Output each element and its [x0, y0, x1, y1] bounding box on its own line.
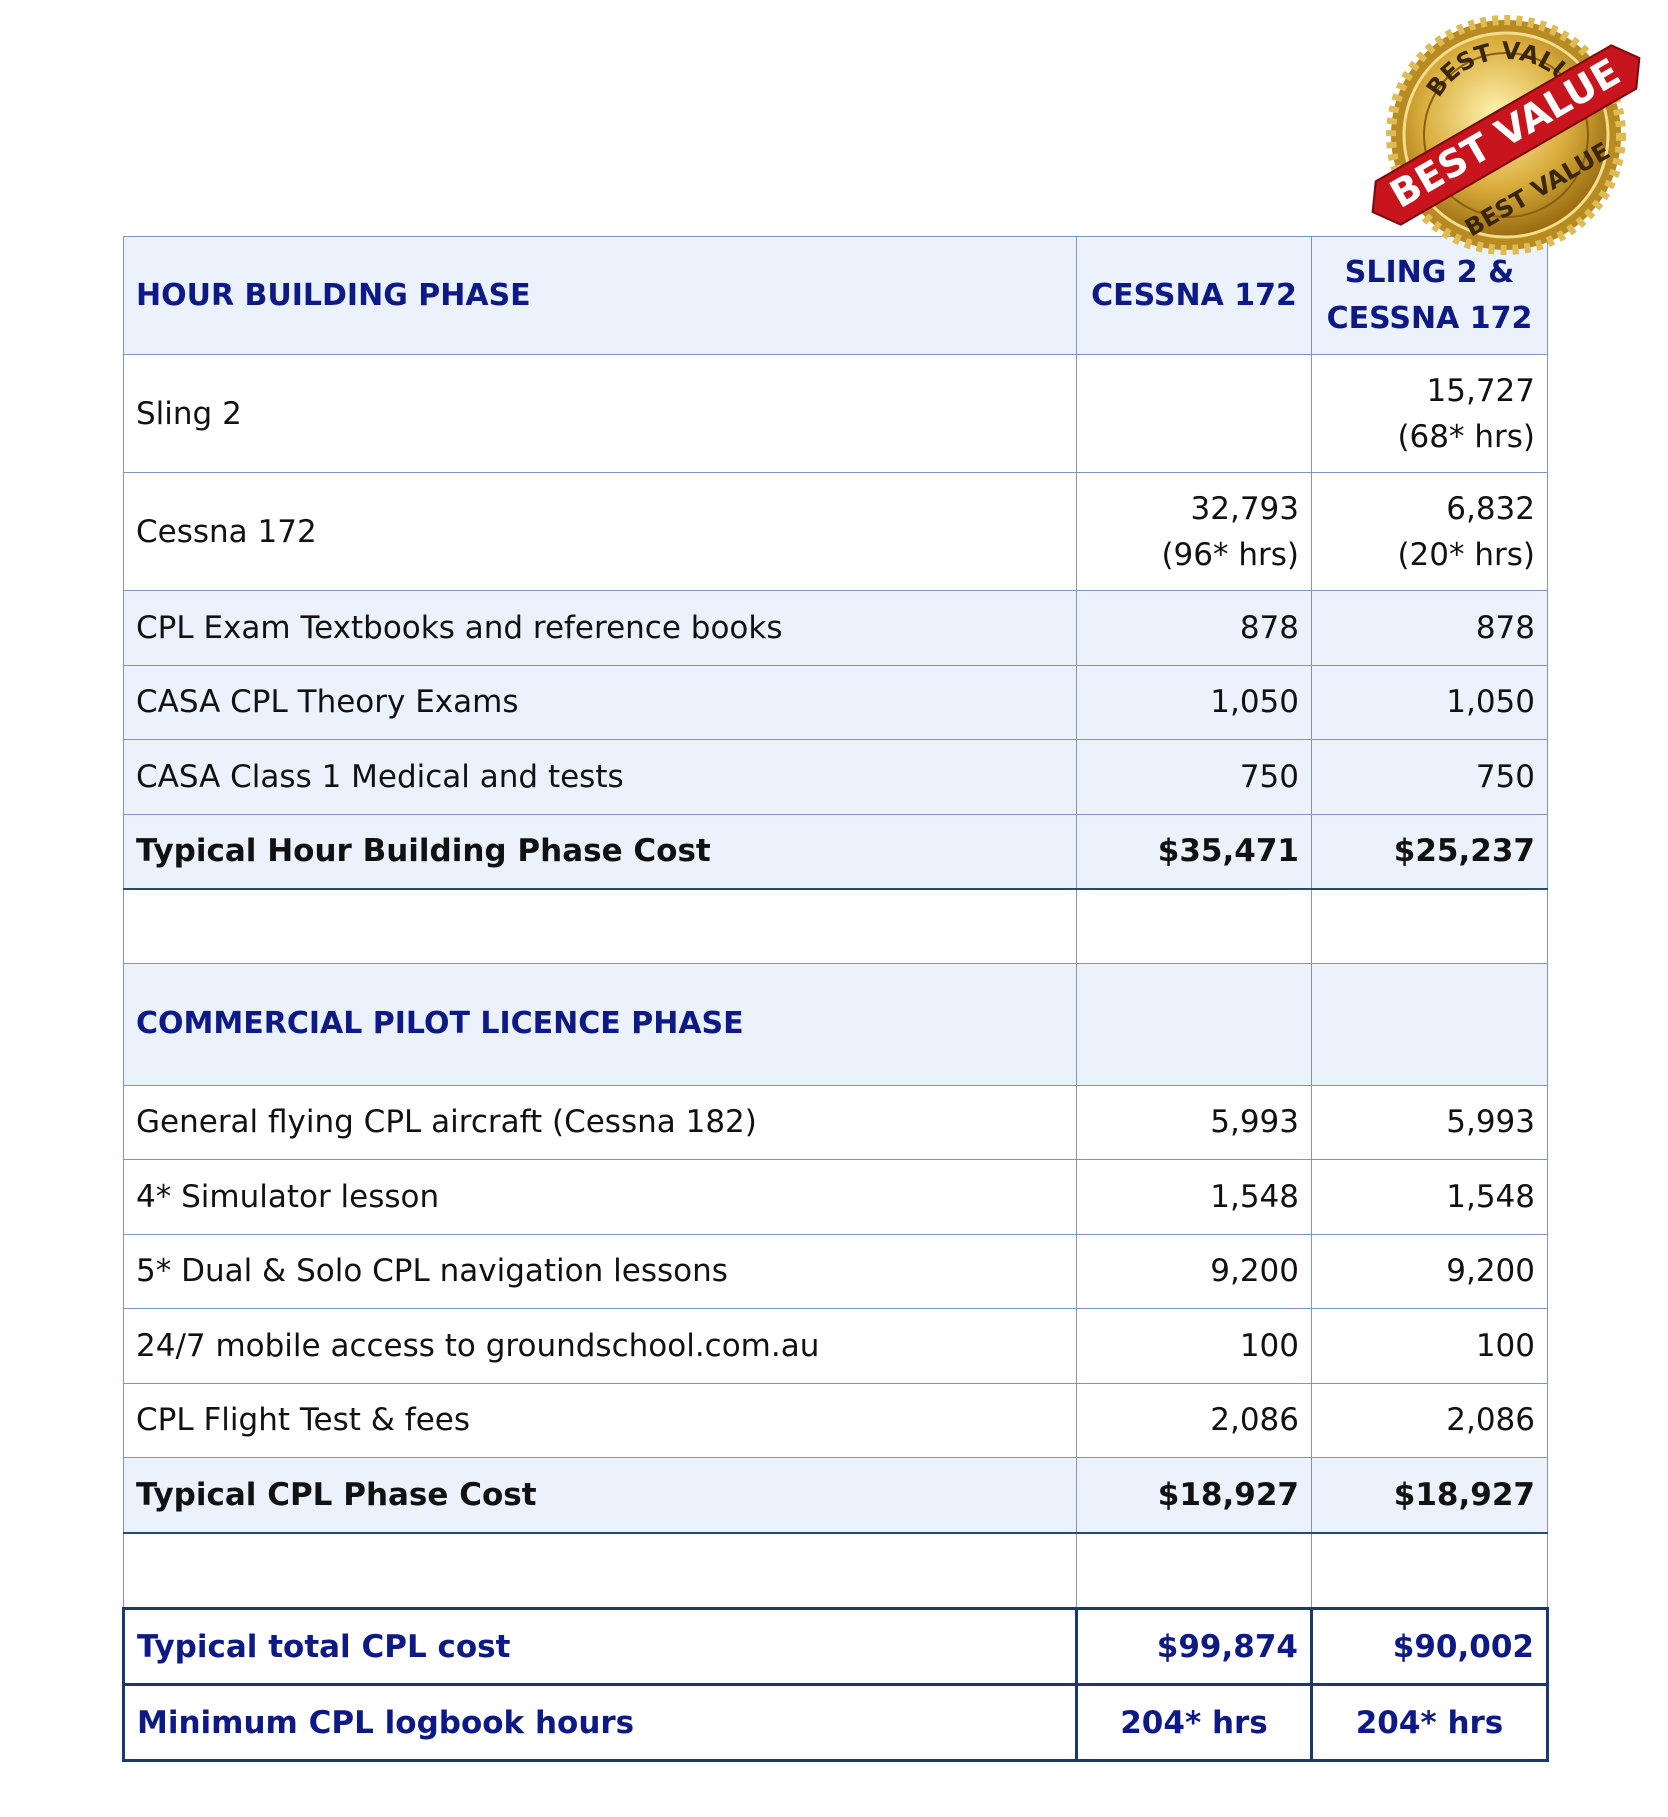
value-cell: 878 — [1311, 590, 1548, 666]
value-cell: 2,086 — [1311, 1382, 1548, 1458]
label-cell: CASA Class 1 Medical and tests — [123, 739, 1077, 815]
value-cell: 750 — [1076, 739, 1312, 815]
item-row: 5* Dual & Solo CPL navigation lessons 9,2… — [123, 1233, 1548, 1309]
value-cell: 1,050 — [1311, 664, 1548, 740]
value-cell: 5,993 — [1076, 1084, 1312, 1160]
value-cell: $25,237 — [1311, 813, 1548, 890]
item-row: CPL Flight Test & fees 2,086 2,086 — [123, 1382, 1548, 1458]
value-cell: 1,548 — [1311, 1159, 1548, 1235]
label-cell: 5* Dual & Solo CPL navigation lessons — [123, 1233, 1077, 1309]
label-cell: HOUR BUILDING PHASE — [123, 236, 1077, 355]
label-cell: CPL Flight Test & fees — [123, 1382, 1077, 1458]
label-cell: CPL Exam Textbooks and reference books — [123, 590, 1077, 666]
value-cell: $18,927 — [1076, 1457, 1312, 1534]
best-value-badge: BEST VALUE BEST VALUE BEST VALUE — [1371, 15, 1641, 255]
value-cell: $35,471 — [1076, 813, 1312, 890]
value-cell: 100 — [1076, 1308, 1312, 1384]
value-cell — [1076, 888, 1312, 964]
label-cell: COMMERCIAL PILOT LICENCE PHASE — [123, 962, 1077, 1086]
item-row: General flying CPL aircraft (Cessna 182)… — [123, 1084, 1548, 1160]
label-cell: Typical CPL Phase Cost — [123, 1457, 1077, 1534]
value-cell: $90,002 — [1310, 1607, 1549, 1686]
value-cell: 32,793 (96* hrs) — [1076, 472, 1312, 591]
value-cell: 204* hrs — [1075, 1683, 1313, 1762]
value-cell: 1,050 — [1076, 664, 1312, 740]
item-row: 4* Simulator lesson 1,548 1,548 — [123, 1159, 1548, 1235]
total-row: Typical Hour Building Phase Cost $35,471 $… — [123, 813, 1548, 890]
total-row: Typical CPL Phase Cost $18,927 $18,927 — [123, 1457, 1548, 1534]
value-cell: 5,993 — [1311, 1084, 1548, 1160]
label-cell: Typical total CPL cost — [122, 1607, 1078, 1686]
spacer-row — [123, 1532, 1548, 1609]
value-cell — [1076, 962, 1312, 1086]
value-cell: 9,200 — [1076, 1233, 1312, 1309]
label-cell: 24/7 mobile access to groundschool.com.a… — [123, 1308, 1077, 1384]
value-cell — [1311, 888, 1548, 964]
value-cell: 15,727 (68* hrs) — [1311, 354, 1548, 473]
item-row: 24/7 mobile access to groundschool.com.a… — [123, 1308, 1548, 1384]
summary-row: Typical total CPL cost $99,874 $90,002 — [122, 1607, 1549, 1686]
value-cell: CESSNA 172 — [1076, 236, 1312, 355]
value-cell: 204* hrs — [1310, 1683, 1549, 1762]
item-row: Cessna 172 32,793 (96* hrs) 6,832 (20* hrs… — [123, 472, 1548, 591]
value-cell — [1311, 1532, 1548, 1609]
value-cell: 6,832 (20* hrs) — [1311, 472, 1548, 591]
label-cell: Sling 2 — [123, 354, 1077, 473]
value-cell: 750 — [1311, 739, 1548, 815]
item-row: Sling 2 15,727 (68* hrs) — [123, 354, 1548, 473]
label-cell: CASA CPL Theory Exams — [123, 664, 1077, 740]
label-cell: Typical Hour Building Phase Cost — [123, 813, 1077, 890]
item-row: CASA CPL Theory Exams 1,050 1,050 — [123, 664, 1548, 740]
value-cell — [1076, 1532, 1312, 1609]
summary-row: Minimum CPL logbook hours 204* hrs 204* hr… — [122, 1683, 1549, 1762]
value-cell: 878 — [1076, 590, 1312, 666]
value-cell: 9,200 — [1311, 1233, 1548, 1309]
value-cell: $18,927 — [1311, 1457, 1548, 1534]
value-cell: 100 — [1311, 1308, 1548, 1384]
label-cell: General flying CPL aircraft (Cessna 182) — [123, 1084, 1077, 1160]
value-cell: 2,086 — [1076, 1382, 1312, 1458]
label-cell — [123, 1532, 1077, 1609]
value-cell: 1,548 — [1076, 1159, 1312, 1235]
value-cell: $99,874 — [1075, 1607, 1313, 1686]
label-cell: 4* Simulator lesson — [123, 1159, 1077, 1235]
item-row: CASA Class 1 Medical and tests 750 750 — [123, 739, 1548, 815]
spacer-row — [123, 888, 1548, 964]
value-cell — [1076, 354, 1312, 473]
label-cell: Minimum CPL logbook hours — [122, 1683, 1078, 1762]
label-cell: Cessna 172 — [123, 472, 1077, 591]
section-header: HOUR BUILDING PHASE CESSNA 172 SLING 2 & C… — [123, 236, 1548, 355]
cost-table: HOUR BUILDING PHASE CESSNA 172 SLING 2 & C… — [122, 236, 1549, 1762]
section-header: COMMERCIAL PILOT LICENCE PHASE — [123, 962, 1548, 1086]
value-cell — [1311, 962, 1548, 1086]
item-row: CPL Exam Textbooks and reference books 87… — [123, 590, 1548, 666]
label-cell — [123, 888, 1077, 964]
value-cell: SLING 2 & CESSNA 172 — [1311, 236, 1548, 355]
